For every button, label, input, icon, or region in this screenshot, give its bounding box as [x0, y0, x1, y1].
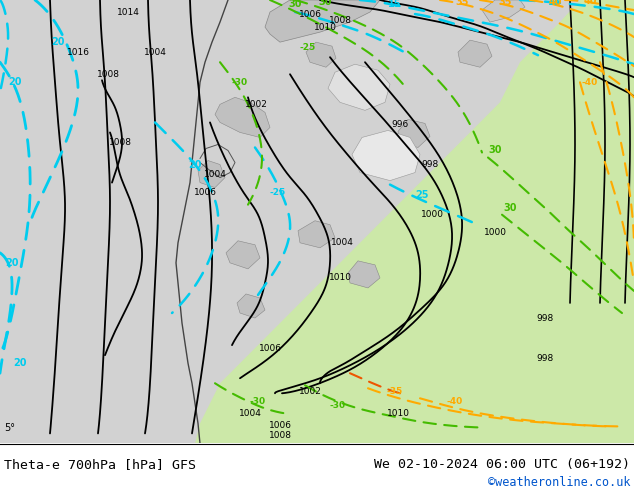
Text: -25: -25: [270, 188, 286, 197]
Polygon shape: [226, 241, 260, 269]
Text: -40: -40: [582, 78, 598, 87]
Polygon shape: [352, 130, 420, 181]
Text: 1008: 1008: [108, 138, 131, 147]
Polygon shape: [198, 161, 225, 188]
Text: 1014: 1014: [117, 7, 139, 17]
Polygon shape: [348, 261, 380, 288]
Text: 30: 30: [288, 0, 302, 9]
Polygon shape: [398, 120, 430, 147]
Polygon shape: [237, 294, 265, 318]
Text: 1006: 1006: [269, 421, 292, 430]
Text: 40: 40: [583, 0, 597, 6]
Text: 1010: 1010: [328, 273, 351, 282]
Text: 1000: 1000: [420, 210, 444, 219]
Text: 1000: 1000: [484, 228, 507, 237]
Text: 1004: 1004: [330, 238, 353, 247]
Polygon shape: [328, 64, 390, 110]
Polygon shape: [482, 0, 525, 22]
Text: 1006: 1006: [193, 188, 216, 197]
Polygon shape: [306, 42, 336, 67]
Text: 1008: 1008: [328, 16, 351, 24]
Text: 1006: 1006: [259, 343, 281, 353]
Polygon shape: [195, 0, 634, 443]
Polygon shape: [348, 80, 380, 107]
Text: -40: -40: [447, 397, 463, 406]
Text: Theta-e 700hPa [hPa] GFS: Theta-e 700hPa [hPa] GFS: [4, 458, 196, 470]
Text: 20: 20: [51, 37, 65, 47]
Text: 1006: 1006: [299, 9, 321, 19]
Text: 998: 998: [536, 354, 553, 363]
Text: -30: -30: [330, 401, 346, 410]
Text: 35: 35: [498, 0, 512, 7]
Text: 1016: 1016: [67, 48, 89, 57]
Text: 998: 998: [422, 160, 439, 169]
Text: 1010: 1010: [313, 23, 337, 31]
Text: 1004: 1004: [238, 409, 261, 418]
Text: -35: -35: [387, 387, 403, 396]
Text: 40: 40: [548, 0, 562, 7]
Text: 15: 15: [388, 0, 402, 9]
Text: 30: 30: [318, 0, 332, 7]
Text: 20: 20: [13, 358, 27, 368]
Text: 20: 20: [5, 258, 19, 268]
Polygon shape: [215, 98, 270, 138]
Text: -25: -25: [300, 43, 316, 51]
Text: ©weatheronline.co.uk: ©weatheronline.co.uk: [488, 476, 630, 489]
Polygon shape: [458, 40, 492, 67]
Text: 996: 996: [391, 120, 409, 129]
Text: 30: 30: [488, 146, 501, 155]
Text: -30: -30: [232, 78, 248, 87]
Text: -30: -30: [250, 397, 266, 406]
Text: 1002: 1002: [245, 100, 268, 109]
Text: 1004: 1004: [204, 170, 226, 179]
Text: We 02-10-2024 06:00 UTC (06+192): We 02-10-2024 06:00 UTC (06+192): [374, 458, 630, 470]
Text: 1004: 1004: [143, 48, 167, 57]
Text: 30: 30: [503, 203, 517, 213]
Text: 35: 35: [455, 0, 469, 7]
Text: 998: 998: [536, 314, 553, 322]
Text: 20: 20: [188, 160, 202, 170]
Polygon shape: [265, 0, 380, 42]
Text: 20: 20: [8, 77, 22, 87]
Polygon shape: [298, 220, 335, 248]
Text: 1002: 1002: [299, 387, 321, 396]
Text: 1008: 1008: [96, 70, 119, 79]
Text: 1008: 1008: [269, 431, 292, 440]
Text: 5°: 5°: [4, 423, 15, 434]
Text: 15: 15: [548, 0, 562, 7]
Text: 25: 25: [415, 190, 429, 199]
Text: 1010: 1010: [387, 409, 410, 418]
